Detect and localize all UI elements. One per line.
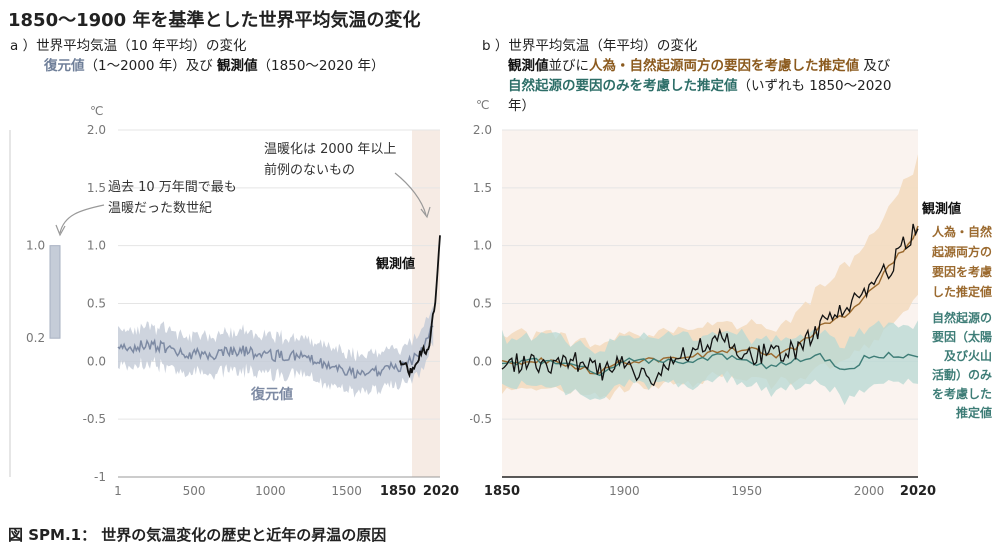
heading-mid: （1～2000 年）及び bbox=[84, 58, 213, 74]
y-axis-unit: ℃ bbox=[476, 98, 489, 112]
heading-natural: 自然起源の要因のみを考慮した推定値 bbox=[508, 78, 738, 94]
panel-b-heading-1: b ）世界平均気温（年平均）の変化 bbox=[482, 38, 698, 54]
annotation-arrowhead-left bbox=[55, 224, 66, 237]
y-tick-label: 1.0 bbox=[87, 239, 106, 253]
observed-series-line bbox=[501, 223, 919, 387]
y-tick-label: 0.0 bbox=[87, 354, 106, 368]
reconstructed-line-label: 復元値 bbox=[250, 386, 293, 403]
panel-a-heading-2: 復元値（1～2000 年）及び 観測値（1850～2020 年） bbox=[44, 57, 385, 76]
heading-mid: 並びに bbox=[548, 58, 590, 74]
y-tick-label: 0.5 bbox=[87, 297, 106, 311]
warmest-centuries-range-bar bbox=[49, 245, 61, 339]
annotation-arrowhead-right bbox=[420, 206, 431, 219]
natural-only-line-label: を考慮した bbox=[932, 386, 992, 401]
y-tick-label: 0.5 bbox=[473, 297, 492, 311]
annotation-unprecedented: 温暖化は 2000 年以上 bbox=[264, 142, 396, 157]
x-tick-label: 1850 bbox=[380, 484, 416, 499]
natural-only-line-label: 自然起源の bbox=[932, 310, 992, 325]
heading-end: 及び bbox=[863, 58, 891, 74]
annotation-unprecedented: 前例のないもの bbox=[264, 162, 355, 178]
x-tick-label: 1900 bbox=[609, 484, 640, 498]
y-tick-label: 1.0 bbox=[473, 239, 492, 253]
y-tick-label: 2.0 bbox=[87, 123, 106, 137]
x-tick-label: 1 bbox=[114, 484, 122, 498]
y-tick-label: -0.5 bbox=[470, 412, 492, 426]
heading-end-2: （いずれも 1850～2020 bbox=[737, 78, 892, 94]
y-tick-label: 1.5 bbox=[473, 181, 492, 195]
chart-panel-a: 2.01.51.00.50.0-0.5-1℃1 500 1000 1500 1850 20… bbox=[9, 104, 459, 499]
range-bar-top-label: 1.0 bbox=[26, 239, 45, 253]
annotation-arrow-left bbox=[59, 204, 105, 234]
annotation-warmest-centuries: 過去 10 万年間で最も bbox=[108, 180, 237, 195]
y-axis-unit: ℃ bbox=[90, 104, 103, 118]
y-tick-label: -0.5 bbox=[83, 412, 106, 426]
heading-reconstructed: 復元値 bbox=[44, 58, 85, 74]
range-bar-bottom-label: 0.2 bbox=[26, 331, 45, 345]
annotation-warmest-centuries: 温暖だった数世紀 bbox=[108, 201, 212, 216]
main-title: 1850～1900 年を基準とした世界平均気温の変化 bbox=[8, 10, 421, 31]
human-natural-series-line bbox=[501, 225, 919, 375]
human-natural-line-label: 要因を考慮 bbox=[932, 264, 992, 279]
y-tick-label: -1 bbox=[94, 470, 106, 484]
natural-only-series-line bbox=[501, 351, 919, 377]
observed-series-line bbox=[399, 235, 441, 379]
x-tick-label: 1950 bbox=[731, 484, 762, 498]
x-tick-label: 2020 bbox=[900, 484, 936, 499]
x-tick-label: 1000 bbox=[255, 484, 286, 498]
heading-end: （1850～2020 年） bbox=[257, 58, 385, 74]
human-natural-line-label: 人為・自然 bbox=[932, 224, 992, 239]
chart-panel-b: 2.0 1.5 1.0 0.5 0.0 -0.5 ℃ 1850 1900 1950 2000 2020… bbox=[470, 98, 992, 499]
x-tick-label: 2000 bbox=[854, 484, 885, 498]
heading-observed: 観測値 bbox=[217, 58, 258, 74]
y-tick-label: 0.0 bbox=[473, 354, 492, 368]
y-tick-label: 2.0 bbox=[473, 123, 492, 137]
y-tick-label: 1.5 bbox=[87, 181, 106, 195]
natural-only-line-label: 及び火山 bbox=[944, 348, 992, 363]
x-tick-label: 2020 bbox=[423, 484, 459, 499]
natural-only-line-label: 要因（太陽 bbox=[932, 329, 992, 344]
observed-line-label: 観測値 bbox=[921, 201, 961, 217]
panel-a-heading-1: a ）世界平均気温（10 年平均）の変化 bbox=[10, 38, 247, 54]
human-natural-line-label: した推定値 bbox=[932, 284, 992, 299]
panel-b-heading-4: 年） bbox=[508, 98, 535, 114]
observed-line-label: 観測値 bbox=[375, 256, 415, 272]
reconstructed-series-line bbox=[117, 325, 434, 379]
x-tick-label: 1850 bbox=[484, 484, 520, 499]
annotation-arrow-right bbox=[394, 172, 427, 216]
natural-only-line-label: 活動）のみ bbox=[932, 367, 992, 382]
figure-caption: 図 SPM.1： 世界の気温変化の歴史と近年の昇温の原因 bbox=[8, 526, 387, 544]
x-tick-label: 1500 bbox=[331, 484, 362, 498]
natural-only-line-label: 推定値 bbox=[956, 405, 992, 420]
human-natural-line-label: 起源両方の bbox=[931, 244, 992, 259]
heading-human: 人為・自然起源両方の要因を考慮した推定値 bbox=[589, 58, 859, 74]
natural-only-uncertainty-band bbox=[502, 320, 918, 406]
heading-observed: 観測値 bbox=[508, 58, 549, 74]
panel-b-heading-3: 自然起源の要因のみを考慮した推定値（いずれも 1850～2020 bbox=[508, 77, 892, 96]
x-tick-label: 500 bbox=[183, 484, 206, 498]
panel-b-heading-2: 観測値並びに人為・自然起源両方の要因を考慮した推定値 及び bbox=[508, 57, 890, 76]
